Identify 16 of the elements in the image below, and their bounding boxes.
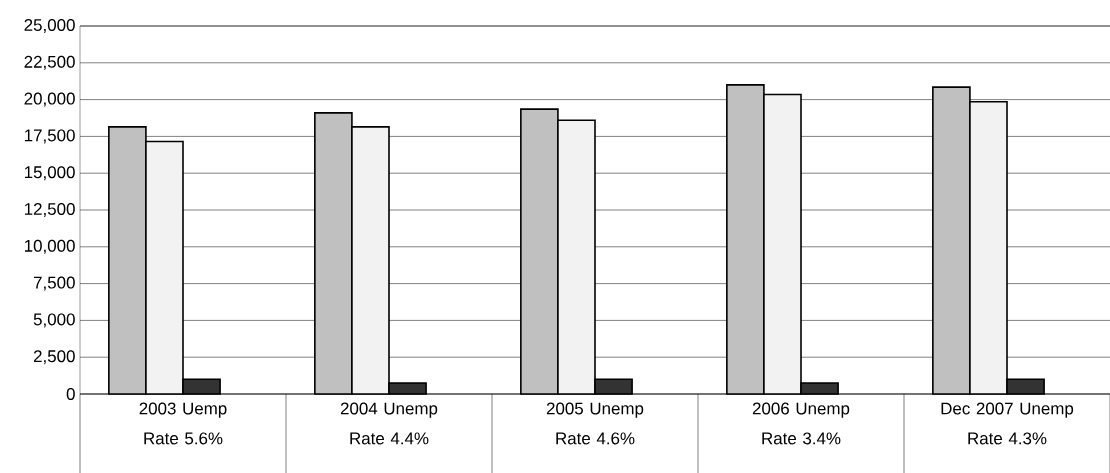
x-tick-label: 2005 Unemp Rate 4.6% bbox=[546, 402, 644, 445]
y-tick-label: 12,500 bbox=[24, 203, 75, 217]
y-tick-label: 2,500 bbox=[33, 350, 75, 365]
y-tick-label: 5,000 bbox=[33, 313, 75, 328]
y-tick-label: 17,500 bbox=[24, 129, 75, 144]
x-tick-label: 2003 Uemp Rate 5.6% bbox=[139, 402, 227, 445]
x-tick-label: 2006 Unemp Rate 3.4% bbox=[752, 402, 850, 445]
y-tick-label: 20,000 bbox=[24, 92, 75, 107]
x-tick-label: 2004 Unemp Rate 4.4% bbox=[340, 402, 438, 445]
y-tick-label: 0 bbox=[66, 388, 75, 400]
y-tick-label: 22,500 bbox=[24, 55, 75, 70]
y-tick-label: 7,500 bbox=[33, 276, 75, 291]
y-tick-label: 10,000 bbox=[24, 239, 75, 254]
x-tick-label: Dec 2007 Unemp Rate 4.3% bbox=[941, 402, 1074, 445]
y-tick-label: 25,000 bbox=[24, 19, 75, 33]
y-tick-label: 15,000 bbox=[24, 166, 75, 181]
